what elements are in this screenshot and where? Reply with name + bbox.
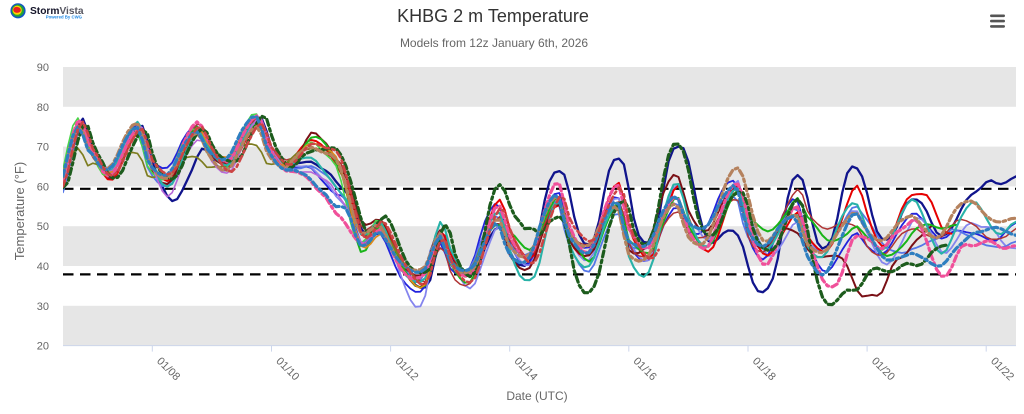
svg-text:Temperature (°F): Temperature (°F)	[12, 162, 27, 260]
svg-text:30: 30	[37, 301, 49, 313]
svg-text:70: 70	[37, 142, 49, 154]
svg-text:50: 50	[37, 221, 49, 233]
svg-text:80: 80	[37, 102, 49, 114]
svg-text:60: 60	[37, 181, 49, 193]
svg-text:90: 90	[37, 62, 49, 74]
svg-text:40: 40	[37, 261, 49, 273]
svg-text:KHBG 2 m Temperature: KHBG 2 m Temperature	[397, 6, 589, 26]
svg-text:20: 20	[37, 341, 49, 353]
svg-text:StormVista: StormVista	[30, 6, 84, 17]
svg-text:Powered By CWG: Powered By CWG	[46, 15, 83, 20]
svg-text:Date (UTC): Date (UTC)	[506, 389, 567, 403]
svg-text:Models from 12z January 6th, 2: Models from 12z January 6th, 2026	[400, 36, 588, 50]
